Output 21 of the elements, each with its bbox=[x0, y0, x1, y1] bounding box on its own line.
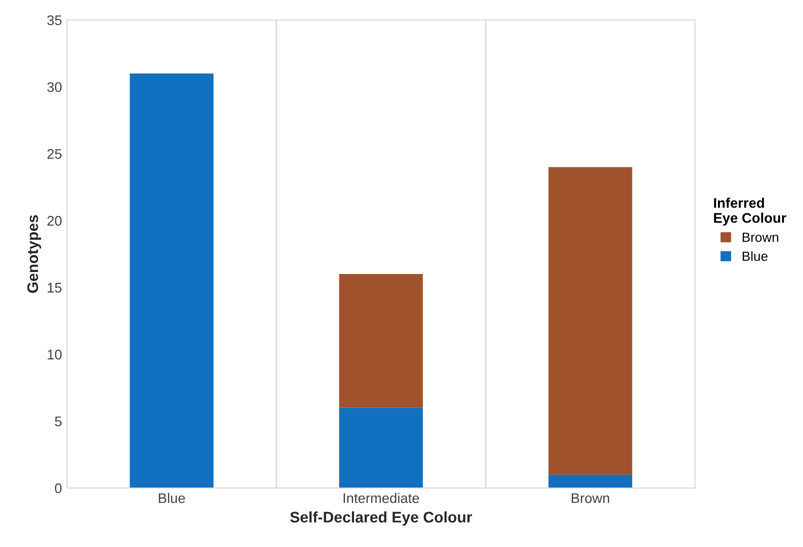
x-tick-label: Blue bbox=[158, 492, 185, 504]
y-tick-label: 10 bbox=[48, 350, 62, 360]
legend-label: Brown bbox=[742, 232, 778, 242]
bar bbox=[548, 474, 632, 488]
x-tick-label: Brown bbox=[572, 493, 610, 504]
legend-label: Blue bbox=[742, 251, 768, 261]
x-tick-label: Intermediate bbox=[344, 492, 419, 504]
x-axis-title: Self-Declared Eye Colour bbox=[290, 511, 472, 526]
bar bbox=[130, 73, 214, 488]
y-tick-label: 25 bbox=[47, 149, 62, 159]
y-tick-label: 5 bbox=[54, 416, 62, 426]
legend-title: Inferred Eye Colour bbox=[714, 198, 786, 226]
y-tick-label: 0 bbox=[54, 483, 62, 494]
bar bbox=[339, 408, 423, 488]
bar bbox=[548, 167, 632, 475]
y-tick-label: 20 bbox=[47, 216, 62, 226]
y-tick-label: 35 bbox=[47, 15, 62, 26]
y-tick-label: 15 bbox=[48, 282, 62, 293]
y-tick-label: 30 bbox=[47, 82, 62, 92]
bar bbox=[339, 274, 423, 408]
y-axis-title: Genotypes bbox=[27, 215, 42, 293]
